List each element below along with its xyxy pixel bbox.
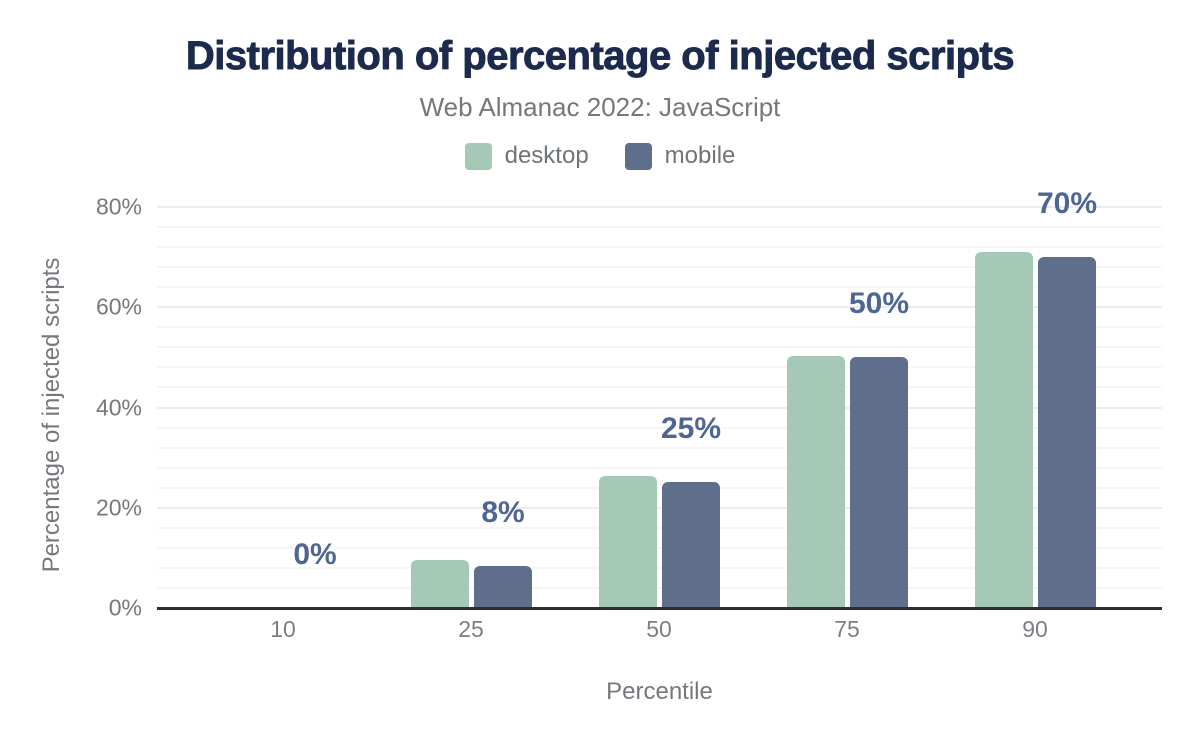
y-tick-label: 60% bbox=[95, 293, 142, 320]
gridline bbox=[157, 326, 1162, 329]
x-tick-label: 75 bbox=[834, 616, 860, 642]
bar-groups: 0% 8% 25% 50% 70% bbox=[157, 187, 1162, 608]
y-axis-ticks: 0% 20% 40% 60% 80% bbox=[0, 194, 142, 621]
mobile-bar[interactable] bbox=[1037, 257, 1096, 608]
gridline bbox=[157, 246, 1162, 249]
desktop-bar[interactable] bbox=[786, 355, 845, 608]
legend-label: desktop bbox=[504, 142, 589, 169]
gridline bbox=[157, 426, 1162, 429]
desktop-bar[interactable] bbox=[410, 560, 469, 608]
bar-group-90: 70% bbox=[941, 187, 1129, 608]
x-axis-line bbox=[157, 607, 1162, 610]
gridline bbox=[157, 346, 1162, 349]
chart-title: Distribution of percentage of injected s… bbox=[185, 34, 1015, 79]
y-tick-label: 80% bbox=[95, 193, 142, 220]
data-label: 25% bbox=[660, 412, 722, 446]
y-axis-title: Percentage of injected scripts bbox=[38, 257, 65, 573]
y-tick-label: 0% bbox=[108, 594, 142, 621]
legend-item-desktop[interactable]: desktop bbox=[464, 142, 589, 170]
legend-item-mobile[interactable]: mobile bbox=[624, 142, 736, 170]
gridline bbox=[157, 466, 1162, 469]
gridline bbox=[157, 266, 1162, 269]
gridline bbox=[157, 506, 1162, 509]
bar-group-25: 8% bbox=[377, 207, 565, 608]
data-label: 70% bbox=[1036, 187, 1098, 221]
x-axis-title: Percentile bbox=[606, 678, 713, 705]
bar-group-10: 0% bbox=[189, 207, 377, 608]
mobile-bar[interactable] bbox=[473, 566, 532, 608]
x-axis-ticks: 10 25 50 75 90 bbox=[189, 616, 1129, 643]
desktop-bar[interactable] bbox=[598, 476, 657, 608]
mobile-bar[interactable] bbox=[849, 357, 908, 608]
data-label: 50% bbox=[848, 287, 910, 321]
x-tick-label: 50 bbox=[646, 616, 672, 642]
gridline bbox=[157, 406, 1162, 409]
y-tick-label: 40% bbox=[95, 394, 142, 420]
y-tick-label: 20% bbox=[95, 494, 142, 521]
mobile-bar[interactable] bbox=[661, 482, 720, 608]
legend-label: mobile bbox=[664, 142, 736, 169]
desktop-bar[interactable] bbox=[974, 252, 1033, 608]
bar-group-50: 25% bbox=[565, 207, 753, 608]
gridline bbox=[157, 386, 1162, 389]
mobile-swatch-icon bbox=[624, 142, 652, 170]
x-tick-label: 25 bbox=[458, 616, 484, 642]
gridline bbox=[157, 526, 1162, 529]
gridline bbox=[157, 286, 1162, 289]
gridline bbox=[157, 306, 1162, 309]
legend: desktop mobile bbox=[0, 142, 1200, 170]
gridline bbox=[157, 586, 1162, 589]
x-tick-label: 90 bbox=[1022, 616, 1048, 642]
x-tick-label: 10 bbox=[270, 616, 296, 642]
gridline bbox=[157, 226, 1162, 229]
gridline bbox=[157, 486, 1162, 489]
chart-subtitle: Web Almanac 2022: JavaScript bbox=[419, 92, 781, 122]
plot-area: 0% 8% 25% 50% 70% bbox=[157, 187, 1162, 610]
gridline bbox=[157, 546, 1162, 549]
gridline bbox=[157, 566, 1162, 569]
gridline bbox=[157, 446, 1162, 449]
gridline bbox=[157, 206, 1162, 208]
desktop-swatch-icon bbox=[464, 142, 492, 170]
data-label: 0% bbox=[293, 538, 337, 571]
bar-group-75: 50% bbox=[753, 207, 941, 608]
gridline bbox=[157, 366, 1162, 369]
data-label: 8% bbox=[481, 496, 525, 530]
